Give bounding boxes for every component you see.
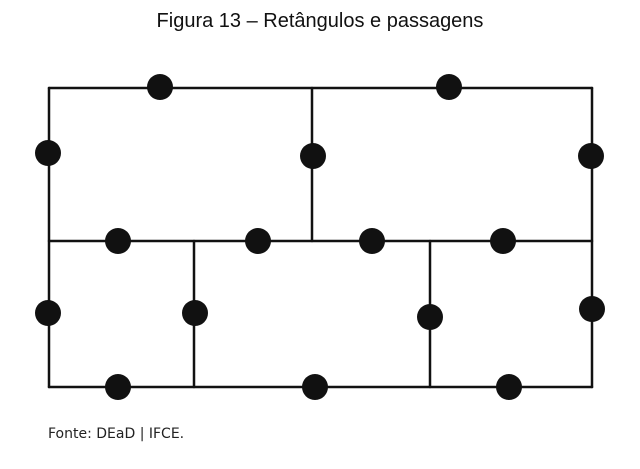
passage-dot-8 <box>359 228 385 254</box>
passage-dot-6 <box>105 228 131 254</box>
passage-dot-2 <box>436 74 462 100</box>
passage-dot-14 <box>105 374 131 400</box>
passage-dot-12 <box>417 304 443 330</box>
figure-source: Fonte: DEaD | IFCE. <box>48 426 185 442</box>
figure-title: Figura 13 – Retângulos e passagens <box>156 10 484 32</box>
passage-dot-13 <box>579 296 605 322</box>
diagram-dots <box>35 74 605 400</box>
passage-dot-11 <box>182 300 208 326</box>
passage-dot-16 <box>496 374 522 400</box>
passage-dot-9 <box>490 228 516 254</box>
passage-dot-5 <box>578 143 604 169</box>
passage-dot-1 <box>147 74 173 100</box>
passage-dot-4 <box>300 143 326 169</box>
passage-dot-10 <box>35 300 61 326</box>
passage-dot-7 <box>245 228 271 254</box>
passage-dot-15 <box>302 374 328 400</box>
passage-dot-3 <box>35 140 61 166</box>
